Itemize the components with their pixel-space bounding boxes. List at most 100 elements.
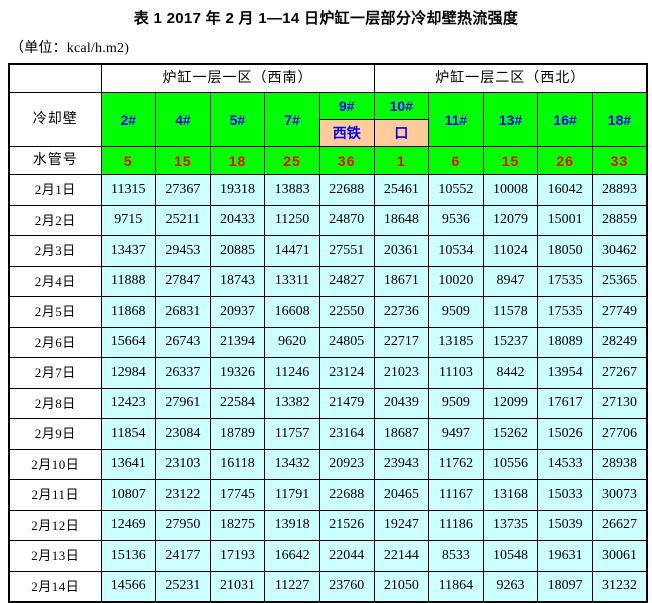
value-cell: 17193 xyxy=(209,540,266,572)
value-cell: 18743 xyxy=(209,265,266,297)
water-pipe-row-label: 水管号 xyxy=(8,146,102,175)
value-cell: 30073 xyxy=(591,479,648,511)
value-cell: 23084 xyxy=(155,418,211,450)
value-cell: 29453 xyxy=(155,235,211,267)
value-cell: 12469 xyxy=(100,509,157,541)
table-row: 2月11日 10807 23122 17745 11791 22688 20465 11167… xyxy=(8,479,648,511)
value-cell: 20439 xyxy=(373,387,430,419)
value-cell: 10020 xyxy=(428,265,484,297)
value-cell: 9620 xyxy=(264,326,320,358)
value-cell: 11024 xyxy=(482,235,539,267)
value-cell: 24805 xyxy=(318,326,375,358)
value-cell: 27130 xyxy=(591,387,648,419)
value-cell: 27749 xyxy=(591,296,648,328)
value-cell: 15136 xyxy=(100,540,157,572)
value-cell: 23760 xyxy=(318,570,375,603)
value-cell: 28859 xyxy=(591,204,648,236)
value-cell: 12079 xyxy=(482,204,539,236)
pipe-number-16: 26 xyxy=(537,146,593,175)
value-cell: 20885 xyxy=(209,235,266,267)
value-cell: 11315 xyxy=(100,174,157,206)
col-header-2: 2# xyxy=(100,92,157,147)
value-cell: 27961 xyxy=(155,387,211,419)
date-cell: 2月3日 xyxy=(8,235,102,267)
value-cell: 21031 xyxy=(209,570,266,603)
value-cell: 8442 xyxy=(482,357,539,389)
value-cell: 21023 xyxy=(373,357,430,389)
heat-flux-table: 炉缸一层一区（西南） 炉缸一层二区（西北） 冷却壁 2# 4# 5# 7# 9# 10# 11# 1… xyxy=(8,63,649,603)
value-cell: 11186 xyxy=(428,509,484,541)
value-cell: 13641 xyxy=(100,448,157,480)
value-cell: 23164 xyxy=(318,418,375,450)
value-cell: 11864 xyxy=(428,570,484,603)
value-cell: 16642 xyxy=(264,540,320,572)
value-cell: 13432 xyxy=(264,448,320,480)
table-row: 2月6日 15664 26743 21394 9620 24805 22717 13185 15… xyxy=(8,326,648,358)
value-cell: 19326 xyxy=(209,357,266,389)
value-cell: 10008 xyxy=(482,174,539,206)
col-header-18: 18# xyxy=(591,92,648,147)
value-cell: 13437 xyxy=(100,235,157,267)
region-header-northwest: 炉缸一层二区（西北） xyxy=(373,63,648,93)
value-cell: 18789 xyxy=(209,418,266,450)
region-header-row: 炉缸一层一区（西南） 炉缸一层二区（西北） xyxy=(8,63,648,93)
value-cell: 11227 xyxy=(264,570,320,603)
date-cell: 2月14日 xyxy=(8,570,102,603)
value-cell: 21050 xyxy=(373,570,430,603)
value-cell: 16118 xyxy=(209,448,266,480)
table-row: 2月9日 11854 23084 18789 11757 23164 18687 9497 15… xyxy=(8,418,648,450)
region-header-southwest: 炉缸一层一区（西南） xyxy=(100,63,375,93)
date-cell: 2月2日 xyxy=(8,204,102,236)
value-cell: 11578 xyxy=(482,296,539,328)
value-cell: 10807 xyxy=(100,479,157,511)
col-header-16: 16# xyxy=(537,92,593,147)
value-cell: 15237 xyxy=(482,326,539,358)
pipe-number-11: 6 xyxy=(428,146,484,175)
date-cell: 2月6日 xyxy=(8,326,102,358)
table-row: 2月1日 11315 27367 19318 13883 22688 25461 10552 1… xyxy=(8,174,648,206)
value-cell: 22584 xyxy=(209,387,266,419)
value-cell: 22736 xyxy=(373,296,430,328)
value-cell: 11167 xyxy=(428,479,484,511)
date-cell: 2月10日 xyxy=(8,448,102,480)
value-cell: 14533 xyxy=(537,448,593,480)
value-cell: 10534 xyxy=(428,235,484,267)
value-cell: 8533 xyxy=(428,540,484,572)
value-cell: 20433 xyxy=(209,204,266,236)
value-cell: 23122 xyxy=(155,479,211,511)
col-header-13: 13# xyxy=(482,92,539,147)
value-cell: 25231 xyxy=(155,570,211,603)
date-cell: 2月5日 xyxy=(8,296,102,328)
pipe-number-13: 15 xyxy=(482,146,539,175)
value-cell: 11888 xyxy=(100,265,157,297)
table-row: 2月12日 12469 27950 18275 13918 21526 19247 11186… xyxy=(8,509,648,541)
value-cell: 24827 xyxy=(318,265,375,297)
pipe-number-18: 33 xyxy=(591,146,648,175)
value-cell: 11762 xyxy=(428,448,484,480)
pipe-number-5: 18 xyxy=(209,146,266,175)
value-cell: 11854 xyxy=(100,418,157,450)
value-cell: 9509 xyxy=(428,296,484,328)
value-cell: 24177 xyxy=(155,540,211,572)
value-cell: 17535 xyxy=(537,296,593,328)
value-cell: 28938 xyxy=(591,448,648,480)
value-cell: 12423 xyxy=(100,387,157,419)
value-cell: 27847 xyxy=(155,265,211,297)
value-cell: 22044 xyxy=(318,540,375,572)
value-cell: 20923 xyxy=(318,448,375,480)
value-cell: 25461 xyxy=(373,174,430,206)
value-cell: 15039 xyxy=(537,509,593,541)
date-cell: 2月9日 xyxy=(8,418,102,450)
value-cell: 23943 xyxy=(373,448,430,480)
table-title: 表 1 2017 年 2 月 1—14 日炉缸一层部分冷却壁热流强度 xyxy=(133,10,519,27)
table-row: 2月2日 9715 25211 20433 11250 24870 18648 9536 120… xyxy=(8,204,648,236)
value-cell: 18097 xyxy=(537,570,593,603)
table-row: 2月10日 13641 23103 16118 13432 20923 23943 11762… xyxy=(8,448,648,480)
col-header-7: 7# xyxy=(264,92,320,147)
pipe-number-4: 15 xyxy=(155,146,211,175)
value-cell: 12099 xyxy=(482,387,539,419)
cooling-wall-row: 冷却壁 2# 4# 5# 7# 9# 10# 11# 13# 16# 18# xyxy=(8,92,648,147)
date-cell: 2月11日 xyxy=(8,479,102,511)
value-cell: 30462 xyxy=(591,235,648,267)
value-cell: 19247 xyxy=(373,509,430,541)
